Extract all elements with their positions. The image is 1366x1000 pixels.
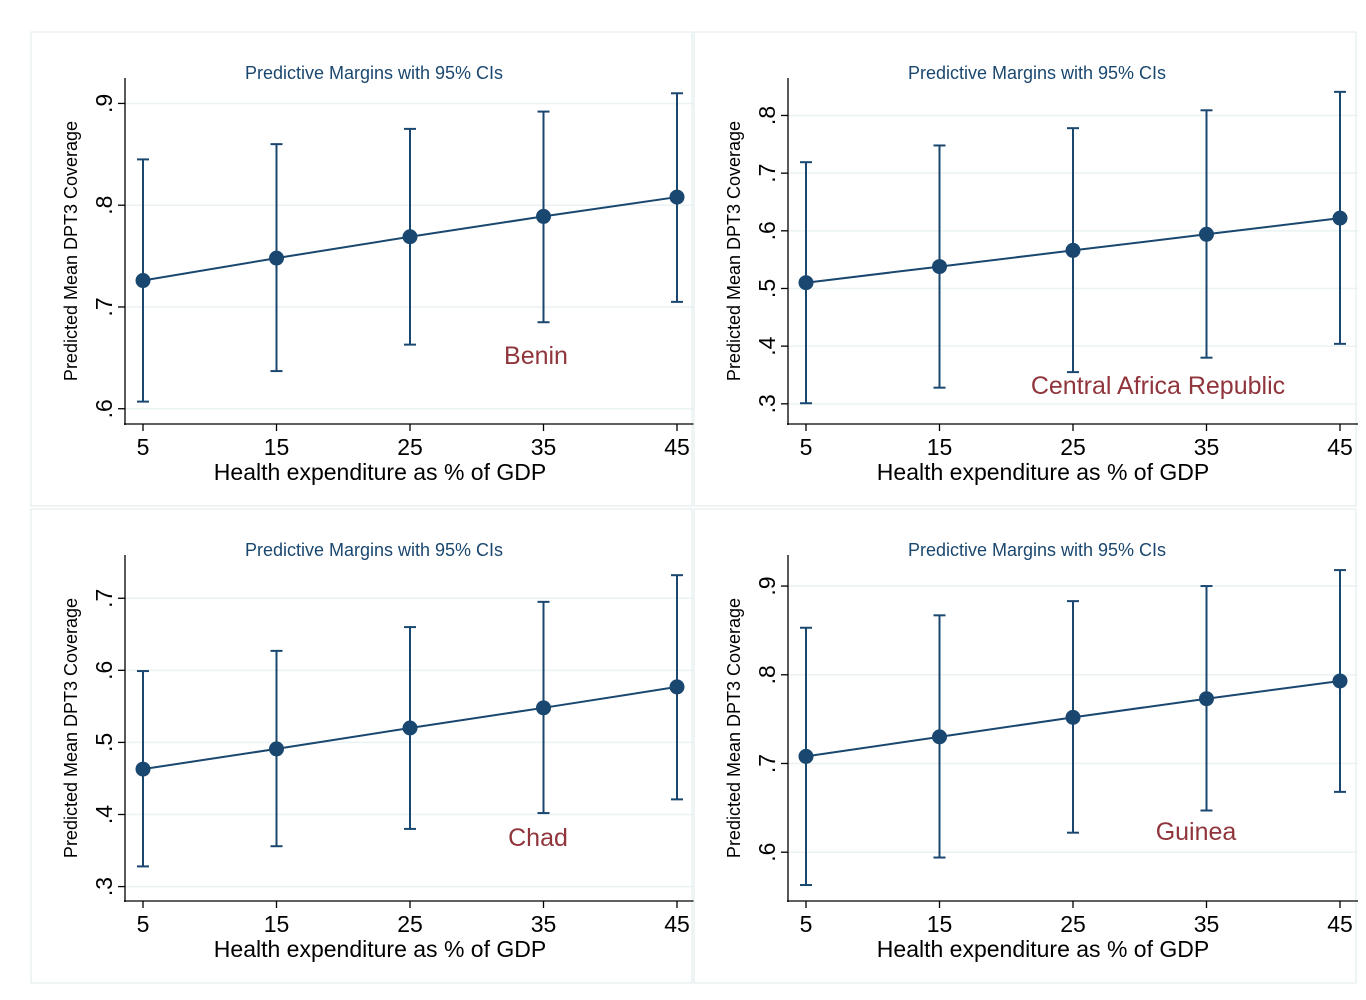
x-tick-label: 5 [800, 911, 813, 937]
x-tick-label: 35 [1194, 434, 1220, 460]
y-axis-label: Predicted Mean DPT3 Coverage [61, 598, 81, 858]
y-axis-label: Predicted Mean DPT3 Coverage [61, 121, 81, 381]
y-tick-label: .6 [91, 661, 117, 680]
x-tick-label: 5 [800, 434, 813, 460]
y-tick-label: .7 [754, 164, 780, 183]
chart-panel-4: .6 .7 .8 .9 5 15 25 35 45 Predictive Margins with… [693, 508, 1358, 984]
chart-title: Predictive Margins with 95% CIs [908, 63, 1166, 83]
chart-title: Predictive Margins with 95% CIs [908, 540, 1166, 560]
x-tick-label: 45 [664, 911, 690, 937]
y-tick-label: .4 [754, 336, 780, 355]
data-point [1065, 242, 1081, 258]
data-point [1332, 210, 1348, 226]
data-point [135, 761, 151, 777]
y-tick-label: .3 [91, 877, 117, 896]
chart-title: Predictive Margins with 95% CIs [245, 540, 503, 560]
chart-panel-2: .3 .4 .5 .6 .7 .8 5 15 25 35 45 Predictive Margins … [693, 31, 1358, 507]
y-tick-label: .8 [754, 106, 780, 125]
data-point [1199, 691, 1214, 707]
country-label: Benin [504, 342, 568, 370]
chart-title: Predictive Margins with 95% CIs [245, 63, 503, 83]
y-tick-label: .7 [754, 754, 780, 773]
panel-frame [30, 31, 693, 507]
chart-panel-3: .3 .4 .5 .6 .7 5 15 25 35 45 Predictive Margins wi… [30, 508, 695, 984]
x-tick-label: 25 [1060, 434, 1086, 460]
x-axis-label: Health expenditure as % of GDP [877, 459, 1209, 485]
panel-frame [30, 508, 693, 984]
data-point [1199, 226, 1214, 242]
panel-frame [693, 31, 1357, 507]
y-axis-label: Predicted Mean DPT3 Coverage [724, 121, 744, 381]
x-tick-label: 5 [137, 911, 150, 937]
y-tick-label: .9 [91, 94, 117, 113]
y-axis-label: Predicted Mean DPT3 Coverage [724, 598, 744, 858]
x-tick-label: 15 [264, 434, 290, 460]
data-point [798, 748, 814, 764]
y-tick-label: .5 [91, 733, 117, 752]
data-point [402, 720, 418, 736]
data-point [932, 729, 947, 745]
data-point [932, 259, 947, 275]
y-tick-label: .5 [754, 279, 780, 298]
x-tick-label: 45 [664, 434, 690, 460]
x-tick-label: 35 [531, 434, 557, 460]
x-tick-label: 35 [1194, 911, 1220, 937]
y-tick-label: .7 [91, 297, 117, 316]
country-label: Guinea [1156, 818, 1237, 846]
x-axis-label: Health expenditure as % of GDP [214, 936, 546, 962]
country-label: Central Africa Republic [1031, 372, 1285, 400]
x-tick-label: 25 [1060, 911, 1086, 937]
chart-panel-1: .6 .7 .8 .9 5 15 25 35 45 Predictive Margins with… [30, 31, 695, 507]
x-tick-label: 45 [1327, 911, 1353, 937]
data-point [669, 189, 685, 205]
x-tick-label: 45 [1327, 434, 1353, 460]
x-tick-label: 15 [927, 434, 953, 460]
x-tick-label: 25 [397, 911, 423, 937]
panel-frame [693, 508, 1357, 984]
y-tick-label: .4 [91, 805, 117, 824]
data-point [1065, 709, 1081, 725]
country-label: Chad [508, 824, 568, 852]
data-point [798, 275, 814, 291]
data-point [1332, 673, 1348, 689]
y-tick-label: .8 [754, 665, 780, 684]
y-tick-label: .6 [91, 399, 117, 418]
x-tick-label: 25 [397, 434, 423, 460]
x-axis-label: Health expenditure as % of GDP [214, 459, 546, 485]
y-tick-label: .8 [91, 196, 117, 215]
y-tick-label: .3 [754, 394, 780, 413]
data-point [402, 229, 418, 245]
data-point [536, 208, 551, 224]
x-axis-label: Health expenditure as % of GDP [877, 936, 1209, 962]
data-point [536, 700, 551, 716]
y-tick-label: .7 [91, 589, 117, 608]
data-point [269, 741, 284, 757]
data-point [269, 250, 284, 266]
data-point [669, 679, 685, 695]
x-tick-label: 15 [264, 911, 290, 937]
x-tick-label: 5 [137, 434, 150, 460]
x-tick-label: 35 [531, 911, 557, 937]
x-tick-label: 15 [927, 911, 953, 937]
y-tick-label: .6 [754, 843, 780, 862]
data-point [135, 273, 151, 289]
y-tick-label: .6 [754, 221, 780, 240]
y-tick-label: .9 [754, 576, 780, 595]
